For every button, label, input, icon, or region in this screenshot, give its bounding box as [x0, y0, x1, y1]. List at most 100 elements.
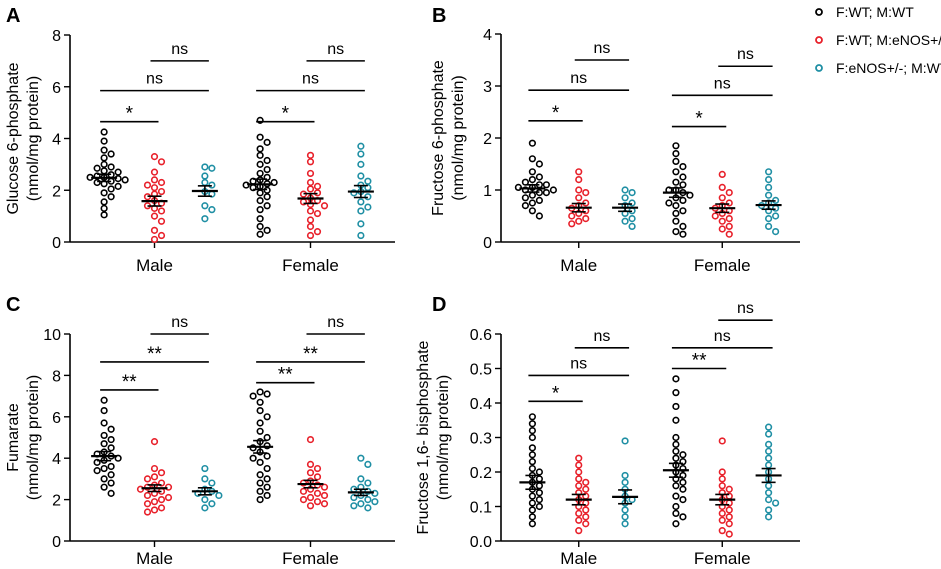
- data-point: [765, 430, 773, 438]
- data-point: [672, 520, 680, 528]
- legend-marker: [815, 64, 823, 72]
- significance-label: ns: [146, 71, 163, 88]
- significance-label: **: [303, 344, 318, 365]
- data-point: [256, 479, 264, 487]
- data-point: [256, 487, 264, 495]
- data-point: [575, 509, 583, 518]
- y-axis-label: Fumarate: [5, 403, 22, 472]
- data-point: [208, 164, 216, 172]
- data-point: [575, 168, 583, 176]
- data-point: [150, 506, 159, 514]
- data-point: [100, 154, 108, 162]
- data-point: [201, 178, 209, 187]
- data-point: [621, 217, 629, 225]
- data-point: [93, 178, 101, 187]
- data-point: [256, 189, 264, 197]
- data-point: [100, 419, 108, 427]
- data-point: [535, 212, 543, 220]
- data-point: [621, 520, 629, 528]
- data-point: [201, 504, 209, 512]
- data-point: [582, 207, 590, 215]
- data-point: [256, 151, 264, 159]
- data-point: [201, 163, 209, 171]
- data-point: [256, 133, 264, 141]
- data-point: [535, 502, 543, 511]
- significance-label: ns: [593, 328, 610, 345]
- y-tick-label: 4: [52, 451, 61, 468]
- data-point: [100, 137, 108, 145]
- data-point: [357, 231, 365, 240]
- data-point: [263, 475, 271, 483]
- data-point: [306, 222, 315, 231]
- data-point: [711, 212, 719, 220]
- data-point: [718, 183, 726, 191]
- y-tick-label: 2: [52, 493, 61, 510]
- data-point: [765, 440, 773, 449]
- data-point: [364, 177, 372, 185]
- data-point: [628, 189, 636, 197]
- y-tick-label: 8: [52, 368, 61, 385]
- data-point: [725, 506, 733, 514]
- data-point: [628, 222, 636, 230]
- data-point: [718, 468, 726, 476]
- data-point: [107, 150, 115, 158]
- data-point: [621, 186, 629, 194]
- data-point: [256, 230, 264, 238]
- data-point: [371, 498, 379, 506]
- data-point: [582, 506, 590, 514]
- data-point: [679, 451, 687, 459]
- data-point: [582, 215, 590, 223]
- data-point: [725, 485, 733, 493]
- data-point: [521, 202, 529, 210]
- data-point: [765, 513, 773, 521]
- legend-label: F:WT; M:WT: [836, 4, 914, 20]
- data-point: [621, 478, 629, 486]
- data-point: [679, 496, 687, 504]
- data-point: [672, 482, 680, 490]
- y-tick-label: 0.2: [470, 465, 492, 482]
- data-point: [672, 178, 680, 186]
- data-point: [263, 156, 271, 165]
- data-point: [313, 228, 322, 236]
- data-point: [528, 176, 536, 184]
- data-point: [150, 226, 159, 234]
- data-point: [357, 454, 365, 462]
- data-point: [575, 482, 583, 490]
- x-tick-label: Female: [694, 549, 751, 568]
- y-tick-label: 0: [52, 235, 61, 252]
- data-point: [528, 413, 536, 421]
- data-point: [313, 209, 322, 218]
- data-point: [528, 433, 536, 442]
- data-point: [672, 502, 680, 511]
- data-point: [256, 458, 264, 466]
- y-axis-label-units: (nmol/mg protein): [25, 375, 42, 500]
- data-point: [672, 447, 680, 455]
- legend-label: F:WT; M:eNOS+/-: [836, 32, 941, 48]
- data-point: [256, 160, 264, 168]
- significance-label: *: [126, 104, 134, 125]
- y-tick-label: 0.1: [470, 500, 492, 517]
- data-point: [157, 469, 166, 477]
- data-point: [672, 228, 680, 236]
- data-point: [306, 207, 315, 215]
- data-point: [528, 444, 536, 452]
- data-point: [114, 168, 122, 176]
- data-point: [628, 199, 636, 207]
- data-point: [150, 235, 159, 244]
- data-point: [150, 153, 159, 161]
- data-point: [100, 464, 108, 473]
- data-point: [621, 437, 629, 445]
- data-point: [100, 211, 108, 219]
- data-point: [765, 489, 773, 497]
- data-point: [672, 217, 680, 225]
- data-point: [575, 516, 583, 524]
- data-point: [208, 500, 216, 508]
- data-point: [357, 160, 365, 168]
- data-point: [150, 438, 159, 446]
- data-point: [150, 212, 159, 220]
- data-point: [725, 513, 733, 521]
- data-point: [725, 199, 733, 207]
- y-tick-label: 2: [52, 183, 61, 200]
- data-point: [672, 492, 680, 500]
- data-point: [256, 206, 264, 214]
